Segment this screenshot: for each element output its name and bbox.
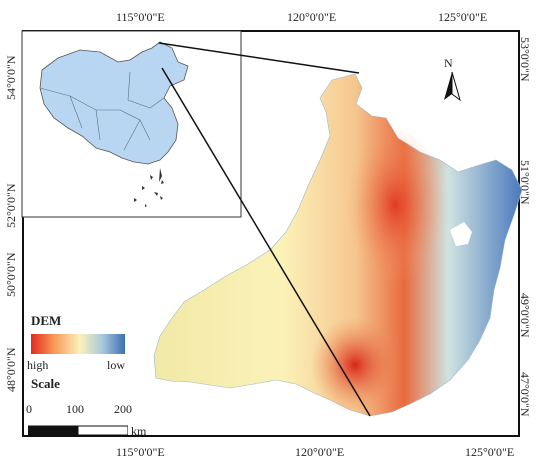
lon-label-top-120: 120°0'0"E (287, 10, 337, 24)
legend-high-label: high (27, 358, 49, 372)
lon-label-bottom-120: 120°0'0"E (295, 445, 345, 459)
southern-highland (310, 317, 400, 413)
map-frame (22, 30, 520, 437)
dem-gradient-bar (31, 334, 125, 354)
china-outline (39, 41, 189, 165)
lon-label-top-115: 115°0'0"E (116, 10, 165, 24)
lon-label-top-125: 125°0'0"E (438, 10, 488, 24)
zoom-line-bottom (161, 67, 371, 417)
inset-province-lines (39, 71, 165, 151)
north-label: N (444, 56, 453, 70)
lon-label-bottom-115: 115°0'0"E (116, 445, 165, 459)
legend-title: DEM (31, 313, 62, 328)
scale-title: Scale (31, 376, 60, 391)
scale-unit: km (131, 424, 147, 438)
scale-bar (28, 425, 128, 435)
lake-area (450, 222, 472, 246)
legend-low-label: low (107, 358, 125, 372)
northern-highland (347, 127, 443, 283)
scale-tick-200: 200 (114, 402, 132, 416)
scale-tick-0: 0 (26, 402, 32, 416)
lon-label-bottom-125: 125°0'0"E (465, 445, 515, 459)
north-arrow-icon (444, 72, 461, 102)
inset-hainan-shape (159, 168, 162, 182)
zoom-line-top (158, 42, 360, 74)
scale-tick-100: 100 (66, 402, 84, 416)
